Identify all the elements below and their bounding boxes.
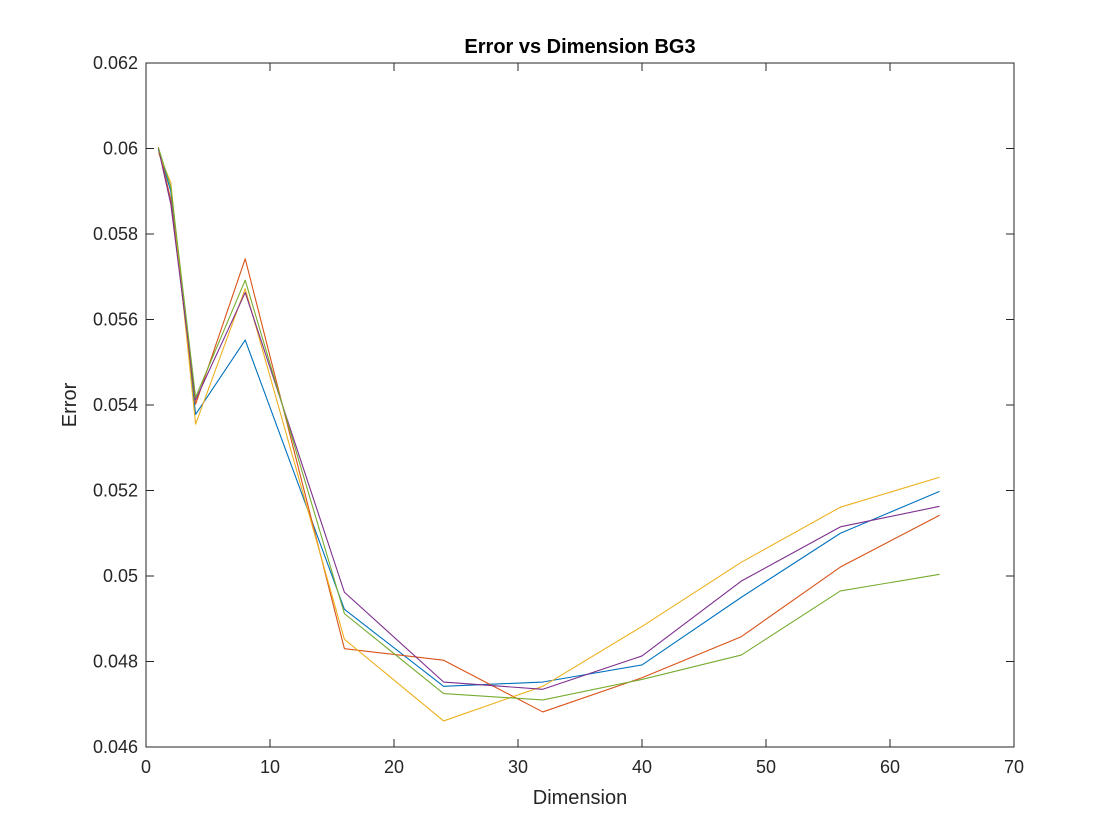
x-tick-label: 30 bbox=[508, 757, 528, 777]
chart-title: Error vs Dimension BG3 bbox=[464, 36, 695, 58]
x-axis-label: Dimension bbox=[533, 787, 627, 809]
x-tick-label: 60 bbox=[880, 757, 900, 777]
y-tick-label: 0.046 bbox=[93, 737, 138, 757]
y-tick-label: 0.052 bbox=[93, 481, 138, 501]
y-tick-label: 0.06 bbox=[103, 139, 138, 159]
y-tick-label: 0.062 bbox=[93, 53, 138, 73]
x-tick-label: 0 bbox=[141, 757, 151, 777]
plot-area: 0 10 20 30 40 50 60 70 0.046 0.048 0.05 0.052 0.054 0… bbox=[93, 53, 1024, 777]
x-tick-label: 10 bbox=[260, 757, 280, 777]
y-tick-label: 0.048 bbox=[93, 652, 138, 672]
series-line-3 bbox=[157, 152, 940, 722]
series-line-4 bbox=[157, 148, 940, 690]
series-line-5 bbox=[157, 147, 940, 701]
x-tick-label: 50 bbox=[756, 757, 776, 777]
x-tick-label: 20 bbox=[384, 757, 404, 777]
y-tick-label: 0.058 bbox=[93, 224, 138, 244]
y-tick-label: 0.05 bbox=[103, 566, 138, 586]
y-tick-label: 0.056 bbox=[93, 310, 138, 330]
y-tick-label: 0.054 bbox=[93, 395, 138, 415]
plot-background bbox=[146, 63, 1014, 747]
x-tick-label: 40 bbox=[632, 757, 652, 777]
y-axis-label: Error bbox=[59, 382, 81, 427]
x-tick-label: 70 bbox=[1004, 757, 1024, 777]
